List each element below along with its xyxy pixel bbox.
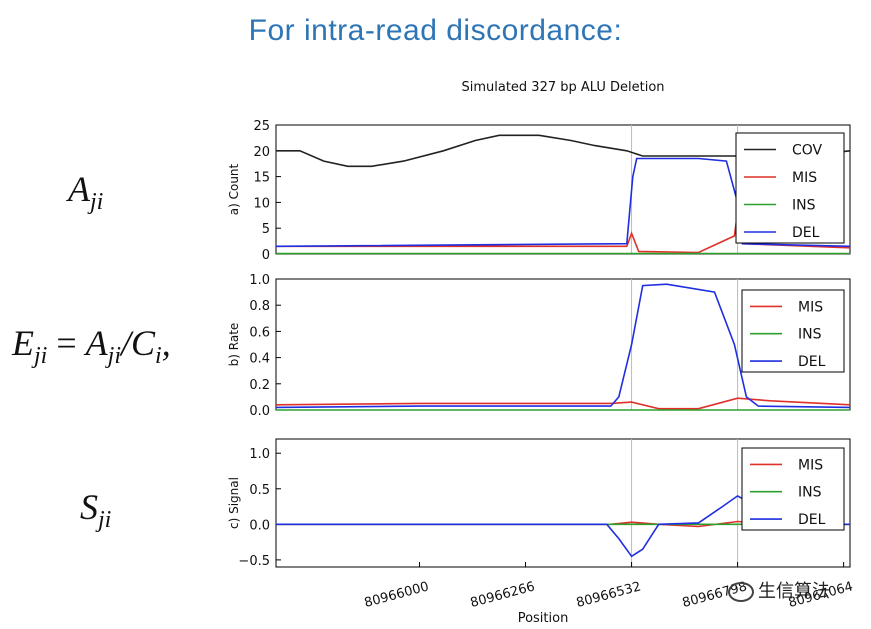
eq-e-lhs-sub: ji xyxy=(34,343,48,370)
y-tick-label: 0.4 xyxy=(249,352,270,367)
legend-label-del: DEL xyxy=(798,354,826,370)
legend-box xyxy=(735,132,845,244)
wechat-icon xyxy=(728,582,754,602)
legend-label-del: DEL xyxy=(798,512,826,528)
series-del xyxy=(275,283,851,409)
equation-a: Aji xyxy=(68,168,103,216)
equation-s: Sji xyxy=(80,486,111,534)
eq-s-base: S xyxy=(80,487,98,527)
legend-label-mis: MIS xyxy=(792,170,817,186)
eq-e-slash: / xyxy=(121,323,132,363)
y-tick-label: 5 xyxy=(262,222,270,237)
y-axis-label: b) Rate xyxy=(227,323,241,367)
eq-e-den: C xyxy=(131,323,156,363)
eq-e-rhs: A xyxy=(85,323,108,363)
y-tick-label: 0.5 xyxy=(249,483,270,498)
y-tick-label: 0.2 xyxy=(249,378,270,393)
y-tick-label: −0.5 xyxy=(238,554,270,569)
y-tick-label: 0.0 xyxy=(249,518,270,533)
y-tick-label: 0 xyxy=(262,248,270,263)
panel-1: 0 5 10 15 20 25 a) Count COV MIS INS DEL xyxy=(227,119,851,263)
y-tick-label: 0.6 xyxy=(249,325,270,340)
slide-heading: For intra-read discordance: xyxy=(248,14,623,47)
y-tick-label: 10 xyxy=(253,196,270,211)
x-tick-label: 80966266 xyxy=(469,579,537,611)
x-axis-label: Position xyxy=(518,611,569,626)
eq-e-lhs: E xyxy=(12,323,34,363)
legend-box xyxy=(741,447,845,531)
y-axis-label: c) Signal xyxy=(227,477,241,529)
panel-2: 0.0 0.2 0.4 0.6 0.8 1.0 b) Rate MIS INS DEL xyxy=(227,273,851,419)
eq-s-sub: ji xyxy=(98,507,112,534)
y-tick-label: 15 xyxy=(253,171,270,186)
y-axis-label: a) Count xyxy=(227,163,241,215)
y-tick-label: 0.0 xyxy=(249,404,270,419)
chart-title: Simulated 327 bp ALU Deletion xyxy=(461,80,664,95)
legend-label-mis: MIS xyxy=(798,299,823,315)
legend-label-del: DEL xyxy=(792,225,820,241)
equation-e: Eji = Aji/Ci, xyxy=(12,322,171,370)
panel-3: −0.5 0.0 0.5 1.0 c) Signal MIS INS DEL xyxy=(227,438,851,569)
eq-a-base: A xyxy=(68,169,90,209)
watermark: 生信算法 xyxy=(728,577,830,603)
legend-label-cov: COV xyxy=(792,143,823,159)
y-tick-label: 20 xyxy=(253,145,270,160)
y-tick-label: 1.0 xyxy=(249,447,270,462)
y-tick-label: 0.8 xyxy=(249,299,270,314)
eq-e-den-sub: i xyxy=(155,343,162,370)
watermark-text: 生信算法 xyxy=(758,581,830,602)
eq-e-comma: , xyxy=(161,323,171,363)
series-mis xyxy=(275,397,851,410)
legend-label-mis: MIS xyxy=(798,457,823,473)
legend-label-ins: INS xyxy=(798,485,822,501)
y-tick-label: 25 xyxy=(253,119,270,134)
eq-a-sub: ji xyxy=(90,189,104,216)
y-tick-label: 1.0 xyxy=(249,273,270,288)
eq-e-rhs-sub: ji xyxy=(107,343,121,370)
eq-e-equals: = xyxy=(47,323,86,363)
x-tick-label: 80966532 xyxy=(575,579,643,611)
legend-label-ins: INS xyxy=(798,327,822,343)
legend-box xyxy=(741,289,845,373)
legend-label-ins: INS xyxy=(792,198,816,214)
x-tick-label: 80966000 xyxy=(363,579,431,611)
